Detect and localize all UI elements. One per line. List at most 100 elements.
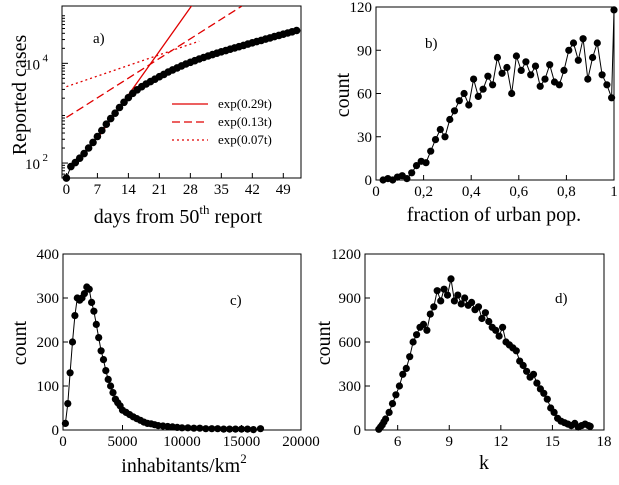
data-point bbox=[512, 52, 521, 60]
data-point bbox=[465, 101, 473, 109]
data-point bbox=[249, 426, 257, 434]
data-point bbox=[292, 26, 301, 35]
data-point bbox=[579, 35, 587, 43]
data-point bbox=[450, 107, 459, 115]
data-point bbox=[460, 89, 468, 98]
data-point bbox=[447, 275, 455, 283]
data-point bbox=[610, 6, 618, 14]
data-point bbox=[565, 46, 573, 54]
panel-a: a) days from 50th report Reported cases … bbox=[9, 5, 302, 228]
x-axis-title: fraction of urban pop. bbox=[407, 204, 581, 226]
y-axis-title: count bbox=[332, 72, 354, 117]
data-point bbox=[88, 298, 96, 306]
data-point bbox=[489, 81, 497, 89]
data-point bbox=[102, 367, 110, 375]
x-tick-label: 28 bbox=[183, 182, 198, 198]
data-point bbox=[412, 162, 421, 170]
data-point bbox=[589, 53, 597, 62]
data-point bbox=[196, 424, 204, 432]
data-point bbox=[208, 425, 216, 433]
fit-lines bbox=[66, 6, 243, 139]
y-tick-label: 0 bbox=[52, 423, 60, 439]
x-axis-title: inhabitants/km2 bbox=[121, 451, 246, 477]
data-point bbox=[220, 425, 228, 433]
data-point bbox=[598, 71, 606, 79]
y-tick-label: 120 bbox=[350, 0, 373, 16]
data-point bbox=[409, 338, 417, 346]
y-tick-label: 300 bbox=[37, 291, 60, 307]
data-point bbox=[71, 312, 79, 320]
data-point bbox=[422, 159, 430, 167]
x-tick-label: 15000 bbox=[223, 434, 261, 450]
x-tick-label: 0,2 bbox=[414, 184, 433, 200]
data-point bbox=[499, 323, 507, 331]
data-point bbox=[62, 174, 71, 182]
data-point bbox=[536, 82, 544, 90]
panel-label: b) bbox=[425, 36, 438, 52]
y-tick-label: 100 bbox=[37, 379, 60, 395]
y-tick-label: 90 bbox=[357, 43, 372, 59]
data-point bbox=[109, 389, 117, 397]
x-tick-label: 0,6 bbox=[509, 184, 528, 200]
data-point bbox=[523, 367, 531, 375]
data-point bbox=[84, 144, 93, 152]
y-tick-label: 30 bbox=[357, 130, 372, 146]
data-point bbox=[423, 326, 431, 334]
panel-label: d) bbox=[555, 291, 568, 307]
panel-c: c) inhabitants/km2 count 0 5000 10000 15000… bbox=[9, 247, 320, 477]
data-point bbox=[237, 425, 246, 433]
data-point bbox=[541, 75, 549, 83]
data-point bbox=[517, 66, 525, 74]
x-tick-label: 49 bbox=[276, 182, 291, 198]
data-point bbox=[98, 126, 106, 135]
data-point bbox=[382, 415, 390, 423]
data-point bbox=[450, 297, 458, 305]
x-tick-label: 6 bbox=[394, 434, 402, 450]
y-tick-label: 900 bbox=[339, 291, 362, 307]
data-point bbox=[441, 133, 449, 141]
data-point bbox=[430, 303, 438, 311]
data-point bbox=[512, 347, 520, 355]
data-point bbox=[484, 72, 492, 80]
data-point bbox=[546, 61, 554, 69]
data-point bbox=[522, 58, 530, 66]
y-axis-title: Reported cases bbox=[9, 35, 31, 156]
data-point bbox=[115, 103, 124, 112]
x-tick-label: 0 bbox=[59, 434, 67, 450]
data-point bbox=[431, 136, 440, 144]
y-tick-label: 60 bbox=[357, 87, 372, 103]
data-point bbox=[569, 39, 578, 47]
x-axis-title: k bbox=[479, 452, 489, 474]
x-tick-label: 12 bbox=[493, 434, 508, 450]
data-point bbox=[498, 69, 506, 77]
data-point bbox=[406, 353, 414, 361]
data-point bbox=[231, 425, 240, 433]
plot-frame bbox=[61, 5, 302, 179]
x-tick-label: 10000 bbox=[163, 434, 201, 450]
data-point bbox=[202, 425, 210, 433]
data-point bbox=[97, 347, 105, 355]
data-point bbox=[584, 75, 592, 83]
y-tick-label: 10 bbox=[25, 57, 40, 73]
panel-label: a) bbox=[93, 31, 105, 47]
data-point bbox=[89, 138, 97, 147]
y-axis-title: count bbox=[313, 320, 335, 365]
x-tick-label: 0 bbox=[63, 182, 71, 198]
plot-frame bbox=[375, 6, 615, 181]
data-point bbox=[508, 89, 516, 98]
y-tick-exponent: 2 bbox=[43, 152, 49, 164]
data-point bbox=[474, 92, 482, 100]
data-point bbox=[454, 291, 462, 299]
data-point bbox=[440, 285, 448, 293]
data-point bbox=[419, 320, 428, 328]
data-point bbox=[107, 382, 115, 390]
data-point bbox=[485, 317, 493, 326]
data-point bbox=[481, 309, 489, 317]
x-tick-label: 1 bbox=[610, 184, 618, 200]
data-point bbox=[403, 175, 411, 183]
data-point bbox=[543, 395, 551, 403]
data-point bbox=[214, 425, 222, 433]
x-tick-label: 0 bbox=[372, 184, 380, 200]
data-point bbox=[385, 408, 393, 416]
